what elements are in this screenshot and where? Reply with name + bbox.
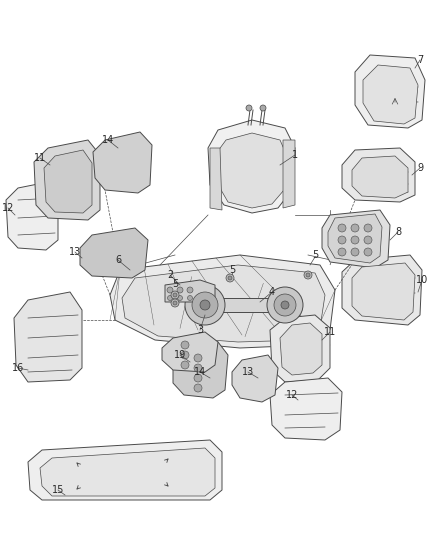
Text: 11: 11: [324, 327, 336, 337]
Polygon shape: [80, 228, 148, 278]
Circle shape: [267, 287, 303, 323]
Circle shape: [351, 236, 359, 244]
Polygon shape: [210, 148, 222, 210]
Polygon shape: [165, 280, 215, 302]
Polygon shape: [352, 263, 415, 320]
Circle shape: [194, 354, 202, 362]
Text: 2: 2: [167, 270, 173, 280]
Polygon shape: [6, 182, 58, 250]
Polygon shape: [40, 448, 215, 496]
Circle shape: [274, 294, 296, 316]
Polygon shape: [352, 156, 408, 198]
Text: 5: 5: [229, 265, 235, 275]
Polygon shape: [342, 148, 415, 202]
Polygon shape: [283, 140, 295, 208]
Circle shape: [338, 224, 346, 232]
Polygon shape: [280, 323, 322, 375]
Polygon shape: [44, 150, 92, 213]
Text: 19: 19: [174, 350, 186, 360]
Polygon shape: [215, 133, 287, 208]
Text: 7: 7: [417, 55, 423, 65]
Polygon shape: [93, 132, 152, 193]
Text: 5: 5: [312, 250, 318, 260]
Polygon shape: [162, 332, 218, 372]
Polygon shape: [342, 255, 422, 325]
Circle shape: [181, 341, 189, 349]
Circle shape: [200, 300, 210, 310]
Text: 1: 1: [292, 150, 298, 160]
Circle shape: [351, 224, 359, 232]
Text: 4: 4: [269, 287, 275, 297]
Text: 12: 12: [2, 203, 14, 213]
Text: 14: 14: [194, 367, 206, 377]
Polygon shape: [355, 55, 425, 128]
Circle shape: [194, 364, 202, 372]
Circle shape: [185, 285, 225, 325]
Circle shape: [338, 236, 346, 244]
Circle shape: [171, 291, 179, 299]
Text: 10: 10: [416, 275, 428, 285]
Circle shape: [246, 105, 252, 111]
Text: 8: 8: [395, 227, 401, 237]
Text: 15: 15: [52, 485, 64, 495]
Text: 6: 6: [115, 255, 121, 265]
Circle shape: [187, 295, 192, 301]
Polygon shape: [270, 315, 330, 382]
Circle shape: [304, 271, 312, 279]
Circle shape: [194, 384, 202, 392]
Polygon shape: [208, 120, 295, 213]
Polygon shape: [122, 265, 325, 342]
Circle shape: [364, 236, 372, 244]
Text: 13: 13: [69, 247, 81, 257]
Circle shape: [306, 273, 310, 277]
Polygon shape: [173, 342, 228, 398]
Text: 5: 5: [172, 279, 178, 289]
Circle shape: [260, 105, 266, 111]
Circle shape: [226, 274, 234, 282]
Circle shape: [173, 301, 177, 305]
Text: 9: 9: [417, 163, 423, 173]
Circle shape: [167, 287, 173, 293]
Circle shape: [177, 287, 183, 293]
Circle shape: [351, 248, 359, 256]
Text: 3: 3: [197, 325, 203, 335]
Polygon shape: [34, 140, 100, 220]
Text: 13: 13: [242, 367, 254, 377]
Polygon shape: [322, 210, 390, 268]
Circle shape: [192, 292, 218, 318]
Circle shape: [181, 351, 189, 359]
Polygon shape: [363, 65, 418, 124]
Polygon shape: [14, 292, 82, 382]
Circle shape: [177, 295, 183, 301]
Circle shape: [364, 248, 372, 256]
Circle shape: [167, 295, 173, 301]
Polygon shape: [270, 378, 342, 440]
Polygon shape: [28, 440, 222, 500]
Polygon shape: [232, 355, 278, 402]
Circle shape: [194, 374, 202, 382]
Text: 16: 16: [12, 363, 24, 373]
Circle shape: [364, 224, 372, 232]
Circle shape: [181, 361, 189, 369]
Text: 11: 11: [34, 153, 46, 163]
Circle shape: [171, 299, 179, 307]
Circle shape: [173, 293, 177, 297]
Text: 12: 12: [286, 390, 298, 400]
Polygon shape: [205, 298, 285, 312]
Text: 14: 14: [102, 135, 114, 145]
Polygon shape: [110, 255, 335, 348]
Circle shape: [281, 301, 289, 309]
Circle shape: [338, 248, 346, 256]
Circle shape: [187, 287, 193, 293]
Polygon shape: [328, 214, 382, 263]
Circle shape: [228, 276, 232, 280]
